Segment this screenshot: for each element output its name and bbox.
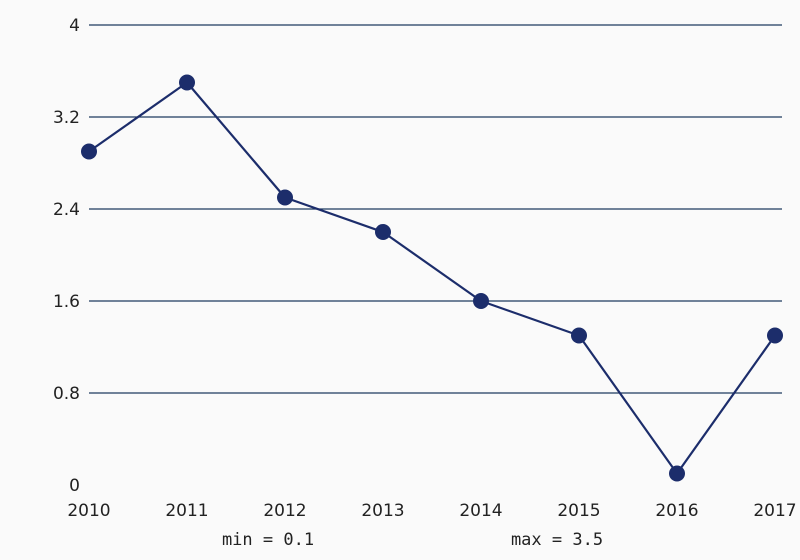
data-point [571,327,587,344]
data-point [473,293,489,309]
x-tick-label: 2012 [263,501,306,521]
gridlines [89,24,782,394]
data-point [375,224,391,240]
data-point [767,327,783,344]
x-tick-label: 2015 [557,501,600,521]
x-tick-label: 2013 [361,501,404,521]
y-axis-ticks: 0 0.8 1.6 2.4 3.2 4 [53,16,80,496]
x-axis-ticks: 2010 2011 2012 2013 2014 2015 2016 2017 [67,501,796,521]
series-polyline [88,81,776,475]
max-label: max = 3.5 [511,530,603,550]
min-label: min = 0.1 [222,530,314,550]
y-tick-label: 3.2 [53,108,80,128]
x-tick-label: 2014 [459,501,502,521]
y-tick-label: 0.8 [53,384,80,404]
data-point [277,189,293,206]
y-tick-label: 4 [69,16,80,36]
data-point [81,143,97,160]
y-tick-label: 1.6 [53,292,80,312]
x-tick-label: 2011 [165,501,208,521]
series-points [81,74,783,482]
data-point [669,465,685,482]
y-tick-label: 2.4 [53,200,80,220]
x-tick-label: 2017 [753,501,796,521]
y-tick-label: 0 [69,476,80,496]
x-tick-label: 2010 [67,501,110,521]
series-line [88,81,776,475]
x-tick-label: 2016 [655,501,698,521]
data-point [179,74,195,91]
